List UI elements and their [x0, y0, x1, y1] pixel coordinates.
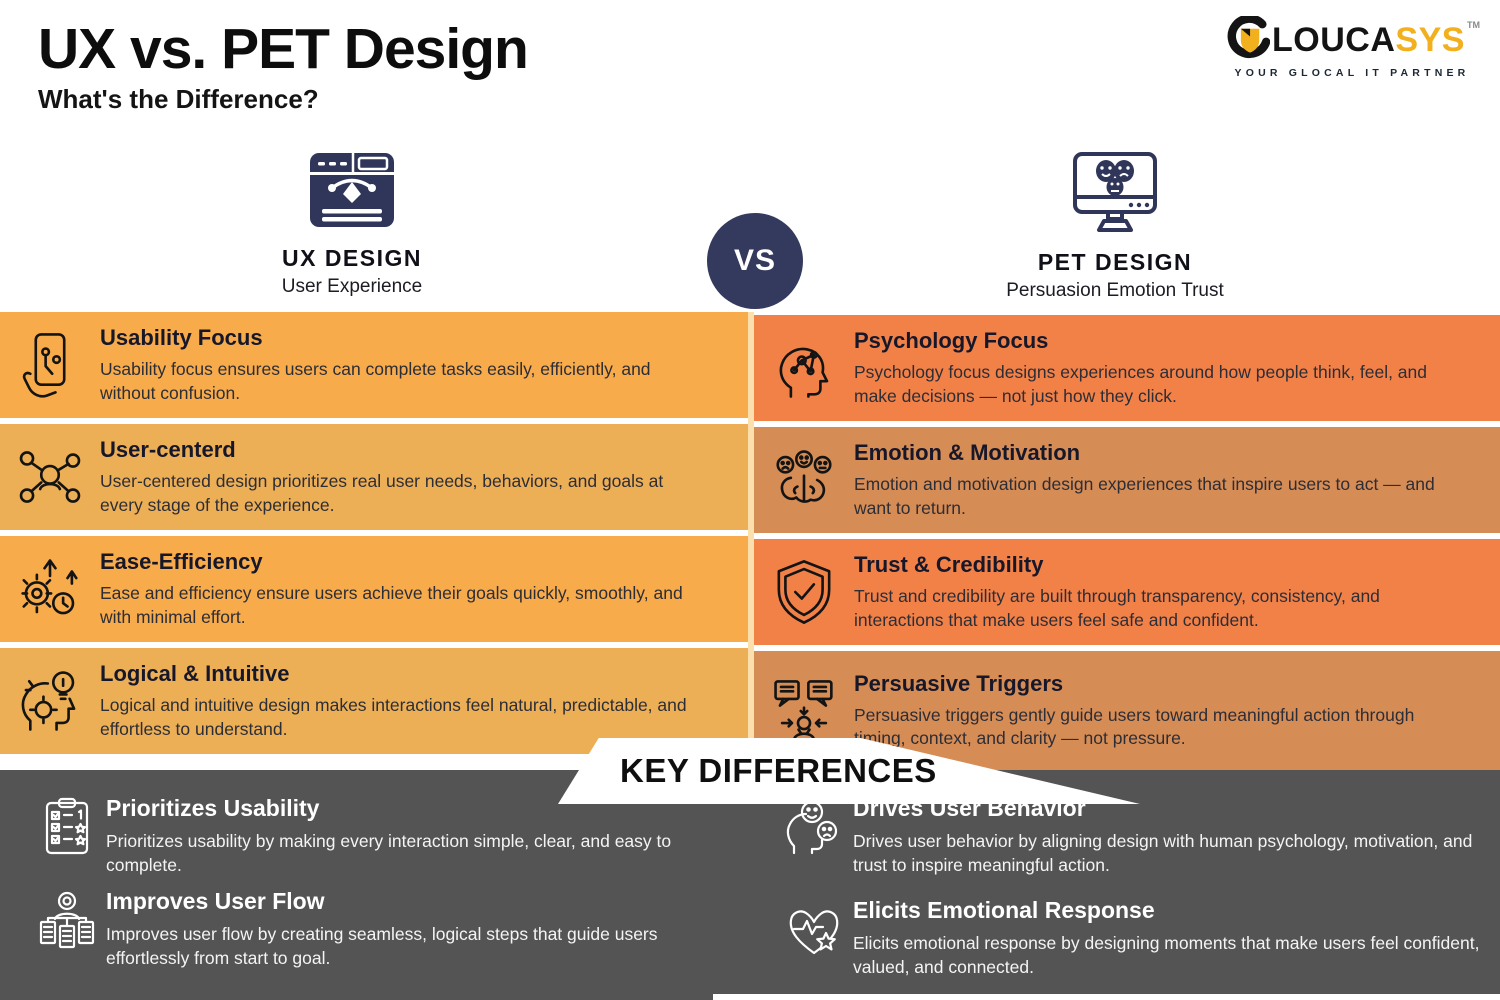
- row-description: Persuasive triggers gently guide users t…: [854, 704, 1415, 748]
- diff-description: Drives user behavior by aligning design …: [853, 831, 1473, 875]
- logo-tagline: YOUR GLOCAL IT PARTNER: [1234, 67, 1470, 79]
- page-title: UX vs. PET Design: [38, 17, 529, 81]
- key-differences-section: [0, 770, 1500, 1000]
- row-title: Persuasive Triggers: [854, 670, 1064, 696]
- row-description: Psychology focus designs experiences aro…: [854, 362, 1428, 406]
- vs-label: VS: [733, 244, 777, 277]
- row-description: User-centered design prioritizes real us…: [100, 471, 664, 515]
- pet-row-persuasive-triggers: Persuasive Triggers Persuasive triggers …: [754, 651, 1500, 770]
- row-title: Ease-Efficiency: [100, 549, 263, 575]
- heart-pulse-star-icon: [775, 897, 853, 979]
- ux-row-usability-focus: Usability Focus Usability focus ensures …: [0, 312, 748, 418]
- diff-prioritizes-usability: Prioritizes Usability Prioritizes usabil…: [28, 795, 728, 877]
- pet-design-meaning: Persuasion Emotion Trust: [1006, 280, 1224, 301]
- brain-emotions-icon: [754, 445, 854, 515]
- diff-title: Elicits Emotional Response: [853, 897, 1155, 923]
- trademark-symbol: TM: [1466, 20, 1480, 30]
- clipboard-checklist-icon: [28, 795, 106, 877]
- row-description: Ease and efficiency ensure users achieve…: [100, 583, 683, 627]
- pet-row-trust-credibility: Trust & Credibility Trust and credibilit…: [754, 539, 1500, 645]
- diff-description: Improves user flow by creating seamless,…: [106, 924, 658, 968]
- user-network-icon: [0, 442, 100, 512]
- logo-wordmark: LOUCASYS: [1272, 21, 1465, 59]
- row-description: Usability focus ensures users can comple…: [100, 359, 651, 403]
- vs-badge: VS: [707, 213, 803, 309]
- pet-design-header: PET DESIGN Persuasion Emotion Trust: [935, 150, 1295, 302]
- diff-drives-user-behavior: Drives User Behavior Drives user behavio…: [775, 795, 1495, 877]
- diff-elicits-emotional-response: Elicits Emotional Response Elicits emoti…: [775, 897, 1495, 979]
- pet-design-label: PET DESIGN: [1037, 249, 1193, 275]
- pet-row-psychology-focus: Psychology Focus Psychology focus design…: [754, 315, 1500, 421]
- diff-description: Elicits emotional response by designing …: [853, 933, 1480, 977]
- diff-description: Prioritizes usability by making every in…: [106, 831, 672, 875]
- ux-row-ease-efficiency: Ease-Efficiency Ease and efficiency ensu…: [0, 536, 748, 642]
- ux-design-meaning: User Experience: [281, 276, 423, 297]
- diff-title: Prioritizes Usability: [106, 795, 320, 821]
- diff-improves-user-flow: Improves User Flow Improves user flow by…: [28, 888, 728, 970]
- person-documents-icon: [28, 888, 106, 970]
- row-description: Logical and intuitive design makes inter…: [100, 695, 687, 739]
- ux-row-logical-intuitive: Logical & Intuitive Logical and intuitiv…: [0, 648, 748, 754]
- head-network-icon: [754, 333, 854, 403]
- row-title: Trust & Credibility: [854, 552, 1044, 578]
- persuasion-person-icon: [754, 676, 854, 746]
- diff-title: Improves User Flow: [106, 888, 325, 914]
- head-emotions-icon: [775, 795, 853, 877]
- ux-row-user-centered: User-centerd User-centered design priori…: [0, 424, 748, 530]
- row-title: Usability Focus: [100, 325, 263, 351]
- gear-clock-arrows-icon: [0, 554, 100, 624]
- row-title: Logical & Intuitive: [100, 661, 290, 687]
- row-description: Emotion and motivation design experience…: [854, 474, 1435, 518]
- row-description: Trust and credibility are built through …: [854, 586, 1380, 630]
- column-divider: [748, 312, 754, 770]
- diff-title: Drives User Behavior: [853, 795, 1086, 821]
- pet-row-emotion-motivation: Emotion & Motivation Emotion and motivat…: [754, 427, 1500, 533]
- logo-g-shield-icon: [1224, 14, 1271, 65]
- key-differences-title: KEY DIFFERENCES: [620, 752, 937, 789]
- shield-check-icon: [754, 557, 854, 627]
- head-gear-bulb-icon: [0, 666, 100, 736]
- row-title: User-centerd: [100, 437, 236, 463]
- ux-design-header: UX DESIGN User Experience: [172, 150, 532, 298]
- row-title: Psychology Focus: [854, 328, 1049, 354]
- company-logo: LOUCASYS TM YOUR GLOCAL IT PARTNER: [1222, 14, 1482, 79]
- section-separator: [0, 754, 600, 770]
- bottom-edge-strip: [713, 994, 1500, 1000]
- browser-pen-tool-icon: [308, 150, 396, 230]
- row-title: Emotion & Motivation: [854, 440, 1081, 466]
- phone-in-hand-icon: [0, 330, 100, 400]
- page-subtitle: What's the Difference?: [38, 84, 319, 114]
- ux-design-label: UX DESIGN: [281, 245, 423, 271]
- monitor-masks-icon: [1071, 150, 1159, 232]
